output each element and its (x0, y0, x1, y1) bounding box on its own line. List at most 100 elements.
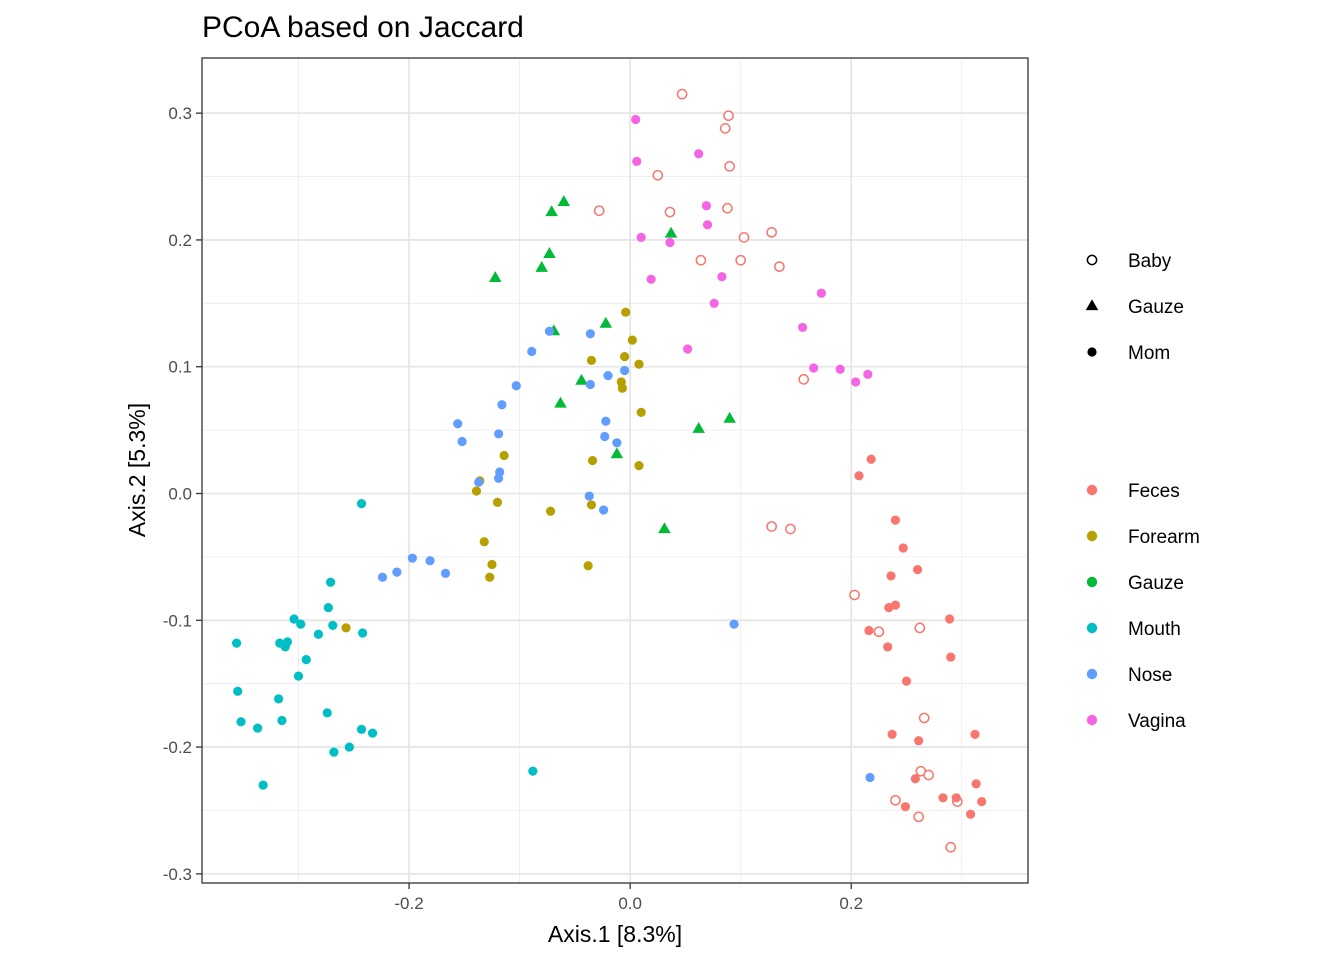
data-point-feces-baby (719, 123, 731, 134)
data-point-nose-mom (865, 772, 875, 783)
legend-key-gauze (1086, 576, 1098, 588)
data-point-mouth-mom (356, 499, 367, 509)
data-point-nose-mom (620, 365, 630, 376)
data-point-forearm-mom (586, 355, 597, 365)
data-point-forearm-mom (479, 537, 489, 547)
data-point-feces-baby (735, 254, 747, 266)
data-points (232, 88, 987, 853)
data-point-vagina-mom (835, 364, 845, 374)
y-tick-label: 0.2 (168, 231, 192, 250)
data-point-nose-mom (493, 473, 504, 483)
data-point-gauze-gauze (610, 447, 624, 459)
series-forearm (341, 307, 646, 633)
y-tick-label: -0.1 (163, 611, 192, 630)
data-point-vagina-mom (797, 322, 808, 333)
legend-label-gauze: Gauze (1128, 297, 1184, 318)
data-point-mouth-mom (293, 671, 304, 681)
data-point-feces-baby (722, 202, 733, 214)
panel-background (202, 58, 1028, 883)
data-point-nose-mom (600, 431, 610, 442)
data-point-gauze-gauze (692, 422, 705, 433)
data-point-nose-mom (603, 371, 613, 381)
data-point-nose-mom (544, 326, 555, 336)
data-point-vagina-mom (632, 156, 642, 166)
legend-label-gauze: Gauze (1128, 573, 1184, 594)
data-point-feces-baby (738, 232, 750, 243)
data-point-feces-baby (945, 841, 957, 853)
data-point-mouth-mom (323, 603, 333, 613)
data-point-nose-mom (392, 567, 402, 577)
data-point-forearm-mom (627, 335, 637, 345)
data-point-feces-baby (890, 794, 901, 806)
data-point-mouth-mom (253, 723, 263, 733)
data-point-nose-mom (584, 491, 594, 501)
data-point-feces-baby (724, 161, 735, 172)
data-point-forearm-mom (587, 455, 598, 466)
x-tick-label: -0.2 (394, 894, 423, 913)
data-point-feces-mom (912, 564, 923, 575)
data-point-feces-baby (766, 521, 777, 532)
legend-key-mouth (1086, 622, 1098, 634)
legend-label-forearm: Forearm (1128, 527, 1200, 548)
data-point-vagina-mom (701, 201, 712, 211)
data-point-nose-mom (440, 568, 451, 578)
data-point-feces-mom (884, 603, 894, 613)
y-axis: -0.3 -0.2 -0.1 0.0 0.1 0.2 0.3 (163, 104, 202, 884)
data-point-mouth-mom (329, 747, 339, 757)
data-point-forearm-mom (492, 497, 503, 507)
data-point-mouth-mom (322, 708, 332, 718)
y-tick-label: 0.0 (168, 485, 192, 504)
data-point-nose-mom (457, 436, 467, 447)
data-point-vagina-mom (702, 220, 713, 230)
data-point-nose-mom (377, 572, 388, 582)
data-point-gauze-gauze (489, 271, 502, 283)
series-feces (593, 88, 987, 853)
data-point-feces-mom (886, 571, 896, 581)
x-tick-label: 0.0 (618, 894, 642, 913)
data-point-nose-mom (612, 438, 622, 448)
data-point-nose-mom (474, 477, 484, 487)
legend-key-nose (1086, 668, 1098, 680)
data-point-vagina-mom (709, 298, 719, 308)
data-point-forearm-mom (620, 351, 630, 362)
legend-key-forearm (1086, 530, 1098, 542)
legend-key-mom (1087, 347, 1097, 357)
data-point-forearm-mom (617, 383, 628, 393)
data-point-nose-mom (511, 381, 521, 391)
legend-label-feces: Feces (1128, 481, 1180, 502)
data-point-feces-mom (970, 729, 980, 740)
data-point-vagina-mom (809, 363, 819, 373)
data-point-gauze-gauze (658, 522, 671, 534)
data-point-feces-mom (900, 802, 911, 812)
data-point-feces-mom (966, 809, 976, 819)
data-point-vagina-mom (631, 114, 641, 125)
series-nose (377, 326, 875, 783)
data-point-gauze-gauze (543, 247, 556, 258)
data-point-feces-mom (866, 454, 876, 464)
data-point-vagina-mom (816, 288, 826, 298)
data-point-feces-baby (593, 205, 605, 217)
y-tick-label: 0.1 (168, 358, 192, 377)
data-point-mouth-mom (296, 619, 306, 629)
data-point-nose-mom (601, 416, 611, 426)
data-point-mouth-mom (236, 717, 246, 727)
data-point-mouth-mom (367, 728, 378, 738)
data-point-mouth-mom (358, 628, 368, 638)
data-point-feces-baby (723, 110, 734, 122)
data-point-feces-mom (971, 779, 981, 789)
data-point-feces-baby (923, 769, 934, 781)
y-axis-title: Axis.2 [5.3%] (124, 403, 150, 537)
legend-key-gauze (1085, 299, 1099, 311)
data-point-nose-mom (425, 556, 435, 566)
data-point-mouth-mom (277, 715, 287, 726)
data-point-forearm-mom (636, 407, 646, 417)
data-point-vagina-mom (683, 344, 693, 354)
data-point-forearm-mom (583, 561, 593, 571)
data-point-feces-baby (785, 523, 796, 535)
y-tick-label: -0.3 (163, 865, 192, 884)
data-point-mouth-mom (356, 724, 367, 734)
data-point-vagina-mom (646, 274, 656, 284)
legend-key-feces (1086, 484, 1098, 496)
series-mouth (232, 499, 538, 790)
